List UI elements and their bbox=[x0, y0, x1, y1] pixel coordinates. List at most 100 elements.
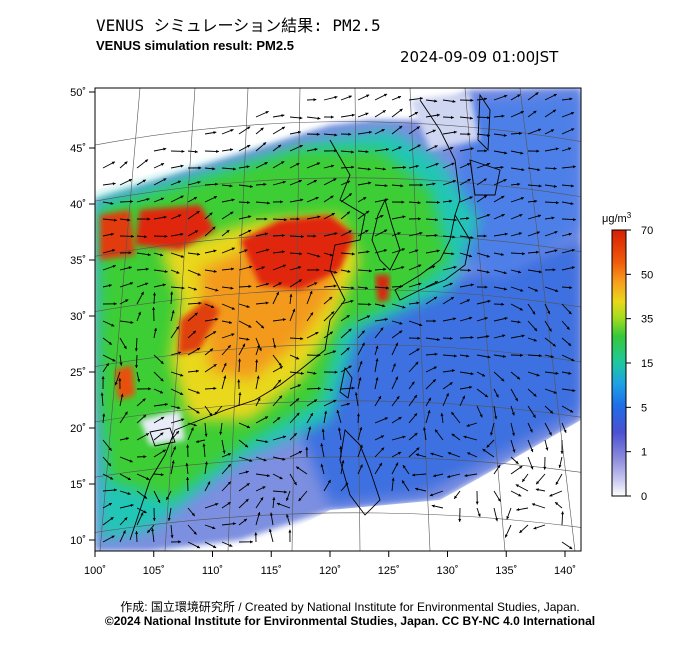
wind-arrowhead bbox=[481, 373, 486, 377]
wind-arrowhead bbox=[164, 269, 168, 273]
wind-arrowhead bbox=[521, 334, 525, 338]
wind-arrowhead bbox=[554, 230, 558, 234]
wind-arrowhead bbox=[452, 99, 456, 103]
wind-arrowhead bbox=[296, 217, 300, 221]
wind-arrowhead bbox=[535, 488, 539, 492]
wind-arrowhead bbox=[171, 460, 175, 464]
wind-arrowhead bbox=[520, 353, 523, 357]
coast-russia-far-east bbox=[419, 99, 461, 216]
wind-arrowhead bbox=[573, 218, 576, 222]
wind-arrowhead bbox=[401, 200, 405, 204]
colorbar-tick-label: 35 bbox=[641, 314, 653, 326]
wind-arrowhead bbox=[147, 529, 151, 533]
wind-arrowhead bbox=[484, 149, 488, 153]
wind-arrowhead bbox=[245, 470, 249, 474]
graticule-lon-120 bbox=[291, 88, 301, 551]
wind-arrowhead bbox=[381, 129, 385, 132]
wind-arrowhead bbox=[130, 320, 134, 324]
wind-arrowhead bbox=[348, 132, 352, 136]
wind-arrowhead bbox=[317, 254, 321, 258]
wind-arrowhead bbox=[512, 449, 516, 453]
wind-arrowhead bbox=[391, 477, 395, 481]
lat-tick-label: 40˚ bbox=[70, 199, 86, 211]
wind-arrowhead bbox=[111, 161, 115, 165]
coast-korea bbox=[371, 198, 401, 271]
wind-arrowhead bbox=[453, 218, 457, 222]
wind-arrowhead bbox=[468, 316, 473, 320]
wind-arrowhead bbox=[450, 115, 454, 119]
wind-arrowhead bbox=[204, 461, 208, 465]
wind-arrowhead bbox=[194, 312, 198, 316]
wind-arrowhead bbox=[436, 337, 440, 342]
wind-arrowhead bbox=[160, 197, 164, 201]
wind-arrowhead bbox=[548, 432, 552, 436]
wind-arrowhead bbox=[209, 212, 213, 216]
coastlines bbox=[129, 93, 501, 541]
wind-arrowhead bbox=[228, 320, 232, 324]
wind-arrowhead bbox=[255, 359, 259, 363]
wind-arrowhead bbox=[366, 250, 370, 254]
wind-arrowhead bbox=[191, 512, 195, 517]
wind-arrowhead bbox=[469, 385, 473, 389]
wind-arrowhead bbox=[348, 365, 352, 369]
wind-arrowhead bbox=[111, 535, 115, 539]
wind-arrowhead bbox=[553, 166, 557, 171]
wind-arrowhead bbox=[143, 495, 148, 499]
wind-arrowhead bbox=[227, 464, 231, 468]
wind-arrowhead bbox=[195, 439, 200, 443]
wind-arrowhead bbox=[418, 264, 422, 268]
wind-arrowhead bbox=[532, 311, 536, 315]
lon-tick-label: 140˚ bbox=[554, 565, 576, 577]
wind-arrowhead bbox=[555, 371, 559, 375]
wind-arrowhead bbox=[403, 165, 406, 169]
wind-arrowhead bbox=[334, 370, 338, 374]
graticule-lon-105 bbox=[99, 88, 141, 551]
graticule-lon-125 bbox=[354, 88, 361, 551]
wind-arrowhead bbox=[571, 266, 575, 270]
wind-arrowhead bbox=[432, 182, 436, 186]
wind-arrowhead bbox=[470, 283, 474, 287]
lon-tick-label: 135˚ bbox=[495, 565, 517, 577]
wind-arrowhead bbox=[451, 433, 455, 437]
wind-arrowhead bbox=[261, 266, 265, 270]
wind-arrowhead bbox=[552, 343, 556, 347]
wind-arrowhead bbox=[110, 232, 114, 236]
wind-arrowhead bbox=[163, 215, 167, 219]
wind-arrowhead bbox=[568, 342, 572, 346]
wind-arrowhead bbox=[180, 373, 184, 377]
copyright-line: ©2024 National Institute for Environment… bbox=[104, 614, 596, 628]
wind-arrowhead bbox=[192, 330, 196, 334]
wind-arrowhead bbox=[207, 481, 211, 485]
wind-arrowhead bbox=[468, 268, 471, 272]
wind-arrowhead bbox=[181, 418, 185, 422]
wind-arrowhead bbox=[517, 182, 521, 186]
colorbar-tick-label: 50 bbox=[641, 269, 653, 281]
wind-arrowhead bbox=[317, 116, 321, 120]
wind-arrowhead bbox=[516, 376, 521, 380]
wind-arrowhead bbox=[333, 399, 337, 403]
wind-arrowhead bbox=[237, 379, 241, 383]
wind-arrowhead bbox=[264, 217, 268, 221]
wind-arrowhead bbox=[375, 345, 379, 349]
wind-arrowhead bbox=[159, 390, 164, 394]
wind-arrowhead bbox=[264, 416, 269, 420]
wind-arrowhead bbox=[511, 432, 515, 436]
wind-arrowhead bbox=[202, 443, 206, 447]
wind-arrowhead bbox=[379, 462, 382, 467]
wind-arrowhead bbox=[197, 252, 201, 256]
wind-arrowhead bbox=[504, 317, 508, 321]
wind-arrowhead bbox=[504, 232, 508, 236]
wind-arrowhead bbox=[464, 474, 468, 478]
wind-arrowhead bbox=[146, 197, 150, 201]
wind-arrowhead bbox=[276, 291, 279, 296]
wind-arrowhead bbox=[383, 93, 388, 97]
wind-arrowhead bbox=[264, 232, 268, 236]
wind-arrowhead bbox=[282, 318, 286, 322]
wind-arrowhead bbox=[433, 296, 438, 300]
wind-arrowhead bbox=[143, 455, 147, 459]
wind-arrowhead bbox=[383, 249, 387, 253]
wind-arrowhead bbox=[572, 165, 576, 169]
wind-arrowhead bbox=[263, 182, 267, 186]
wind-arrowhead bbox=[415, 164, 419, 168]
wind-arrowhead bbox=[555, 502, 559, 506]
